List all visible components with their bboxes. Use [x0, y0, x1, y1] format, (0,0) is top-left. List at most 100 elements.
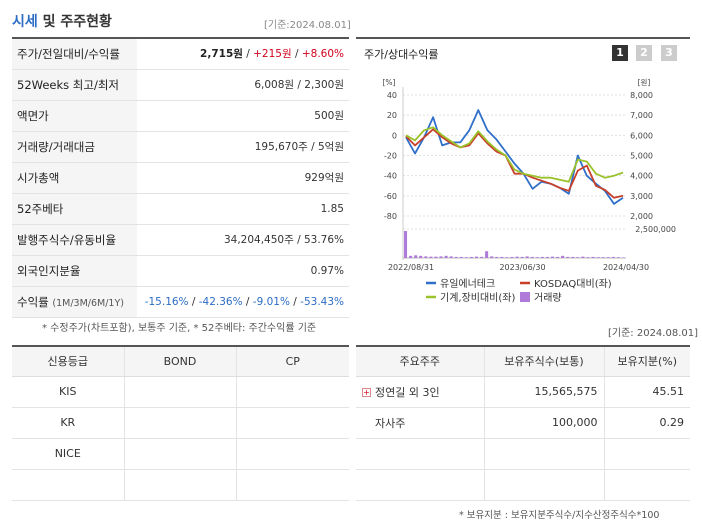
volume-tick-label: 2,500,000	[635, 225, 676, 234]
chart-panel: 주가/상대수익률 1 2 3 [%] [원] 40 8,000 20 7,000 0 6,00…	[356, 37, 690, 312]
bond-rating	[123, 469, 236, 501]
volume-bar	[424, 256, 428, 258]
volume-bar	[510, 256, 514, 258]
legend-swatch	[520, 292, 530, 302]
stat-label: 거래량/거래대금	[12, 131, 137, 163]
holder-name	[356, 438, 484, 470]
price-stats-table: 주가/전일대비/수익률 2,715원 / +215원 / +8.60% 52We…	[12, 37, 349, 318]
volume-bar	[409, 255, 413, 258]
y-right-tick-label: 2,000	[630, 212, 653, 221]
volume-bar	[530, 256, 534, 258]
right-unit-label: [원]	[638, 78, 651, 87]
stat-value: 1.85	[137, 193, 349, 225]
holder-pct	[603, 438, 690, 470]
volume-bar	[515, 256, 519, 258]
volume-bar	[621, 257, 625, 258]
stat-label: 주가/전일대비/수익률	[12, 38, 137, 70]
volume-bar	[535, 257, 539, 258]
section-title: 시세 및 주주현황	[12, 14, 112, 30]
stat-label: 시가총액	[12, 162, 137, 194]
table-row	[356, 469, 690, 501]
table-row	[356, 438, 690, 470]
volume-bar	[459, 256, 463, 258]
stat-row-foreign: 외국인지분율 0.97%	[12, 255, 349, 287]
agency-name: NICE	[12, 438, 124, 470]
left-unit-label: [%]	[383, 78, 396, 87]
y-right-tick-label: 6,000	[630, 131, 653, 140]
cp-rating	[235, 407, 349, 439]
stat-value: 2,715원 / +215원 / +8.60%	[137, 38, 349, 70]
holder-shares: 15,565,575	[483, 376, 604, 408]
expand-plus-icon[interactable]: +	[362, 388, 371, 397]
volume-bar	[586, 257, 590, 258]
volume-bar	[566, 256, 570, 258]
volume-bar	[550, 256, 555, 258]
volume-bar	[616, 257, 620, 258]
holder-pct	[603, 469, 690, 501]
volume-bar	[545, 256, 549, 258]
holder-name[interactable]: + 정연길 외 3인	[356, 376, 484, 408]
chart-page-3-button[interactable]: 3	[661, 45, 677, 61]
table-row: + 정연길 외 3인 15,565,575 45.51	[356, 376, 690, 408]
legend-label: 기계,장비대비(좌)	[440, 292, 515, 304]
series-line	[405, 109, 624, 205]
table-row: KR	[12, 407, 349, 439]
x-tick-label: 2022/08/31	[388, 263, 434, 272]
bond-rating	[123, 407, 236, 439]
volume-bar	[485, 251, 489, 258]
y-left-tick-label: -80	[384, 212, 397, 221]
y-left-tick-label: -40	[384, 172, 397, 181]
holder-shares	[483, 438, 604, 470]
base-date: [기준:2024.08.01]	[264, 20, 351, 31]
table-row: KIS	[12, 376, 349, 408]
shareholding-footnote: * 보유지분 : 보유지분주식수/지수산정주식수*100	[459, 510, 660, 521]
volume-bar	[561, 255, 565, 258]
credit-rating-table: 신용등급 BOND CP KIS KR NICE	[12, 345, 349, 501]
volume-bar	[520, 256, 524, 258]
column-header: 보유주식수(보통)	[483, 346, 604, 377]
chart-title: 주가/상대수익률	[364, 48, 439, 61]
stat-row-return: 수익률 (1M/3M/6M/1Y) -15.16% / -42.36% / -9…	[12, 286, 349, 318]
holder-name: 자사주	[356, 407, 484, 439]
volume-bar	[419, 255, 423, 258]
volume-bar	[439, 256, 443, 258]
stat-value: 0.97%	[137, 255, 349, 287]
chart-page-2-button[interactable]: 2	[636, 45, 652, 61]
volume-bar	[500, 256, 504, 258]
volume-bar	[469, 256, 473, 258]
volume-bar	[581, 256, 585, 258]
legend-label: 거래량	[534, 292, 562, 304]
volume-bar	[434, 256, 438, 258]
column-header: BOND	[123, 346, 236, 377]
y-right-tick-label: 7,000	[630, 111, 653, 120]
column-header: 주요주주	[356, 346, 484, 377]
series-line	[405, 126, 624, 183]
stat-row-face: 액면가 500원	[12, 100, 349, 132]
legend-label: KOSDAQ대비(좌)	[534, 278, 612, 290]
volume-bar	[540, 256, 544, 258]
holder-pct: 0.29	[603, 407, 690, 439]
volume-bar	[611, 256, 615, 258]
stat-row-beta: 52주베타 1.85	[12, 193, 349, 225]
cp-rating	[235, 376, 349, 408]
volume-bar	[596, 257, 600, 258]
stat-value: 929억원	[137, 162, 349, 194]
volume-bar	[601, 257, 605, 258]
volume-bar	[576, 257, 580, 258]
agency-name: KR	[12, 407, 124, 439]
stat-label: 52Weeks 최고/최저	[12, 69, 137, 101]
volume-bar	[404, 231, 408, 258]
volume-bar	[591, 256, 595, 258]
legend-label: 유일에너테크	[440, 278, 495, 290]
volume-bar	[464, 257, 468, 258]
holder-shares: 100,000	[483, 407, 604, 439]
stat-label: 52주베타	[12, 193, 137, 225]
table-row	[12, 469, 349, 501]
chart-page-1-button[interactable]: 1	[612, 45, 628, 61]
y-right-tick-label: 5,000	[630, 152, 653, 161]
volume-bar	[490, 256, 494, 258]
price-chart: [%] [원] 40 8,000 20 7,000 0 6,000 -20 5,000 -40 4,0…	[383, 78, 676, 304]
agency-name: KIS	[12, 376, 124, 408]
stat-value: 500원	[137, 100, 349, 132]
